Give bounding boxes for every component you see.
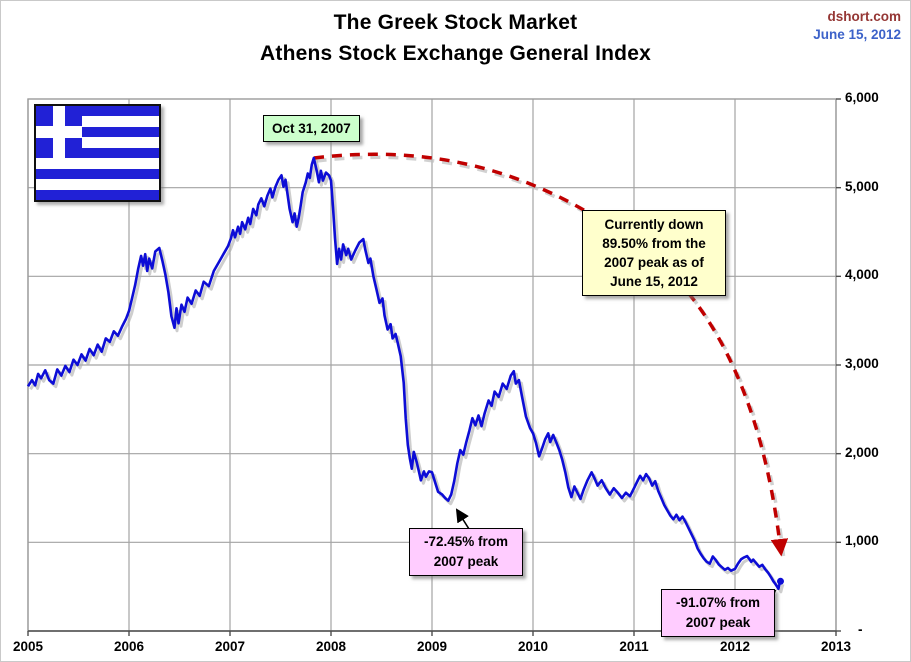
x-tick-label: 2012: [719, 639, 751, 654]
latest-value-dot: [777, 577, 784, 585]
y-tick-label: 3,000: [845, 356, 879, 371]
y-tick-label: 2,000: [845, 444, 879, 460]
y-tick-label: -: [858, 622, 863, 637]
x-tick-label: 2007: [214, 639, 246, 654]
annotation-2009-low: -72.45% from 2007 peak: [409, 528, 523, 576]
y-tick-label: 4,000: [845, 267, 879, 283]
y-tick-label: 1,000: [845, 533, 879, 549]
x-tick-label: 2006: [113, 639, 145, 654]
flag-stripe: [36, 189, 159, 200]
flag-stripe: [36, 168, 159, 180]
source-date: June 15, 2012: [813, 27, 901, 42]
annotation-current-decline: Currently down 89.50% from the 2007 peak…: [582, 210, 726, 296]
x-tick-label: 2008: [315, 639, 347, 654]
y-tick-label: 6,000: [845, 90, 879, 105]
flag-stripe: [36, 126, 159, 138]
annotation-2012-low: -91.07% from 2007 peak: [661, 589, 775, 637]
source-block: dshort.com June 15, 2012: [813, 8, 901, 44]
chart-title: The Greek Stock Market: [333, 11, 578, 34]
flag-canton: [36, 106, 82, 158]
flag-stripe: [36, 158, 159, 169]
x-tick-label: 2005: [12, 639, 44, 654]
x-tick-label: 2013: [820, 639, 852, 654]
source-site: dshort.com: [827, 9, 901, 24]
flag-cross: [36, 126, 82, 138]
arrow-to-2009-low: [455, 508, 470, 530]
x-tick-label: 2011: [619, 639, 649, 654]
flag-stripe: [36, 106, 159, 117]
y-tick-label: 5,000: [845, 178, 879, 194]
flag-stripe: [36, 147, 159, 159]
flag-stripe: [36, 137, 159, 148]
x-tick-label: 2010: [517, 639, 549, 654]
flag-stripe: [36, 179, 159, 190]
index-line: [26, 156, 782, 591]
chart-subtitle: Athens Stock Exchange General Index: [260, 42, 651, 65]
x-tick-label: 2009: [416, 639, 448, 654]
annotation-peak-date: Oct 31, 2007: [263, 115, 360, 142]
title-block: The Greek Stock Market Athens Stock Exch…: [1, 7, 910, 69]
axis-ticks: [27, 98, 841, 636]
greek-flag: [34, 104, 161, 202]
flag-stripe: [36, 116, 159, 127]
